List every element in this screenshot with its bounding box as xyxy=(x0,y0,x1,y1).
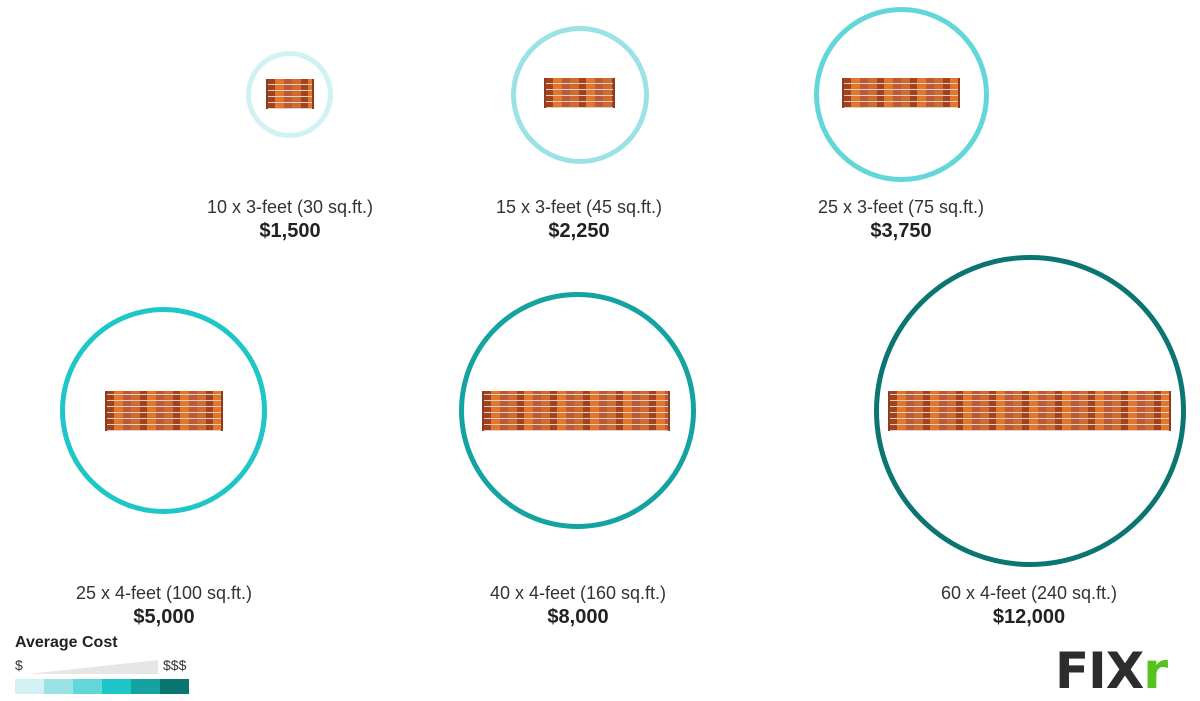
item-price: $8,000 xyxy=(547,606,609,628)
legend-swatch xyxy=(131,679,160,694)
logo-accent-text: r xyxy=(1143,642,1168,700)
legend-swatch xyxy=(44,679,73,694)
size-ring xyxy=(814,7,989,182)
size-ring xyxy=(874,255,1186,567)
legend-color-scale xyxy=(15,679,189,694)
size-ring xyxy=(60,307,267,514)
brick-wall-icon xyxy=(544,78,615,108)
brick-wall-icon xyxy=(888,391,1171,431)
legend-title: Average Cost xyxy=(15,634,118,651)
brick-wall-icon xyxy=(842,78,960,108)
fixr-logo: FIXr xyxy=(1055,646,1168,696)
item-price: $5,000 xyxy=(133,606,195,628)
item-label: 25 x 4-feet (100 sq.ft.) xyxy=(75,583,253,603)
legend-wedge-icon xyxy=(28,660,158,674)
size-ring xyxy=(246,51,333,138)
size-ring xyxy=(511,26,649,164)
item-price: $2,250 xyxy=(548,220,610,242)
item-label: 40 x 4-feet (160 sq.ft.) xyxy=(489,583,667,603)
brick-wall-icon xyxy=(105,391,223,431)
legend-high-label: $$$ xyxy=(163,657,187,673)
brick-wall-icon xyxy=(482,391,670,431)
item-price: $1,500 xyxy=(259,220,321,242)
brick-wall-icon xyxy=(266,79,314,109)
item-label: 25 x 3-feet (75 sq.ft.) xyxy=(817,197,985,217)
item-price: $3,750 xyxy=(870,220,932,242)
size-ring xyxy=(459,292,696,529)
legend-swatch xyxy=(15,679,44,694)
legend-swatch xyxy=(73,679,102,694)
legend-swatch xyxy=(160,679,189,694)
legend-low-label: $ xyxy=(15,657,23,673)
logo-main-text: FIX xyxy=(1055,642,1144,700)
legend-swatch xyxy=(102,679,131,694)
item-label: 15 x 3-feet (45 sq.ft.) xyxy=(495,197,663,217)
item-label: 10 x 3-feet (30 sq.ft.) xyxy=(206,197,374,217)
item-price: $12,000 xyxy=(992,606,1066,628)
item-label: 60 x 4-feet (240 sq.ft.) xyxy=(940,583,1118,603)
